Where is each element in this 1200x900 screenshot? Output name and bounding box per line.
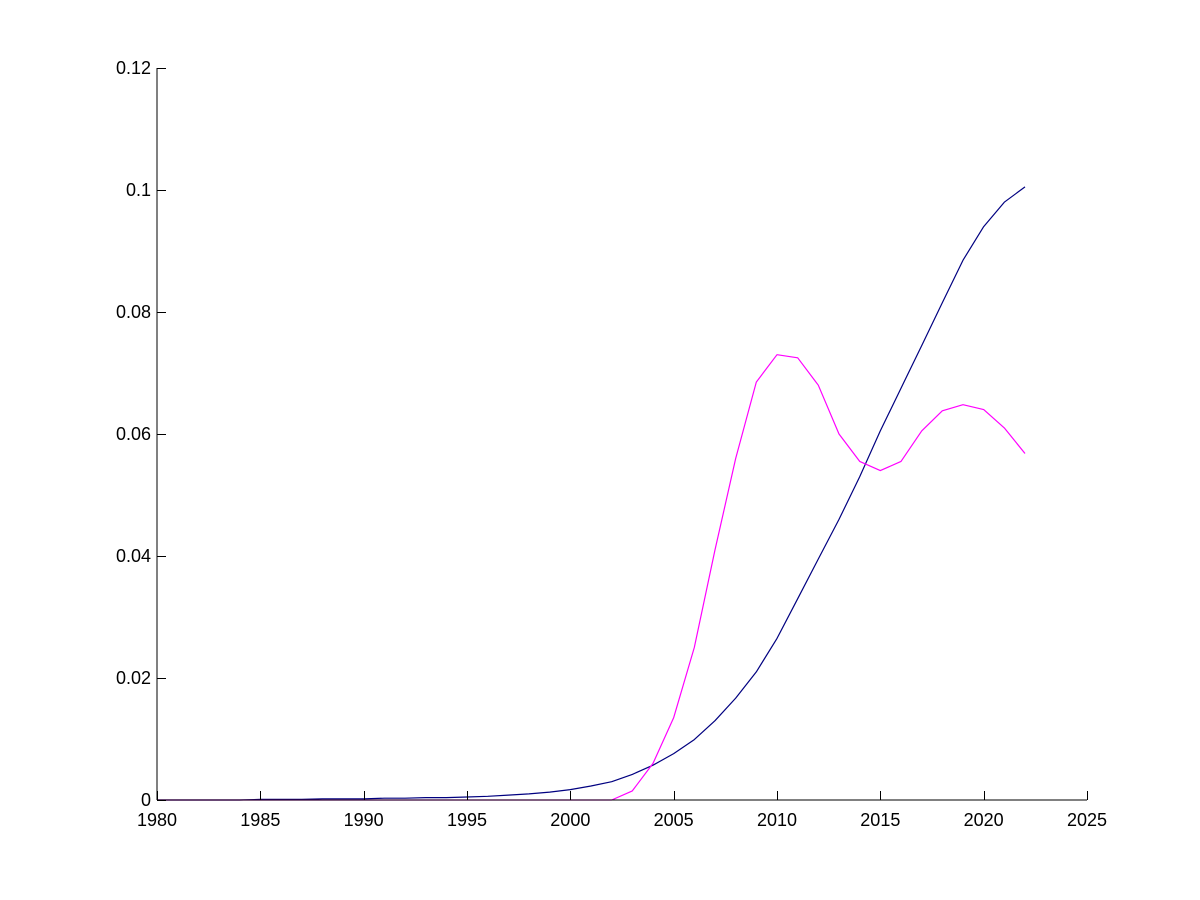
x-tick-label: 2015: [860, 810, 900, 830]
y-tick-label: 0.12: [116, 58, 151, 78]
y-tick-label: 0.04: [116, 546, 151, 566]
axes: 1980 1985 1990 1995 2000 2005 2010 2015 2020 2025…: [116, 58, 1107, 830]
y-tick-label: 0.08: [116, 302, 151, 322]
series-line-1: [157, 186, 1026, 801]
series-layer: [157, 186, 1026, 801]
x-tick-label: 2025: [1067, 810, 1107, 830]
x-tick-label: 1995: [447, 810, 487, 830]
y-tick-label: 0.1: [126, 180, 151, 200]
x-tick-label: 2010: [757, 810, 797, 830]
y-tick-label: 0.02: [116, 668, 151, 688]
y-tick-label: 0: [141, 790, 151, 810]
x-tick-label: 1985: [240, 810, 280, 830]
x-tick-label: 1990: [344, 810, 384, 830]
series-line-2: [157, 354, 1026, 801]
y-tick-label: 0.06: [116, 424, 151, 444]
x-tick-label: 1980: [137, 810, 177, 830]
x-tick-label: 2000: [550, 810, 590, 830]
x-tick-label: 2005: [654, 810, 694, 830]
x-tick-label: 2020: [964, 810, 1004, 830]
